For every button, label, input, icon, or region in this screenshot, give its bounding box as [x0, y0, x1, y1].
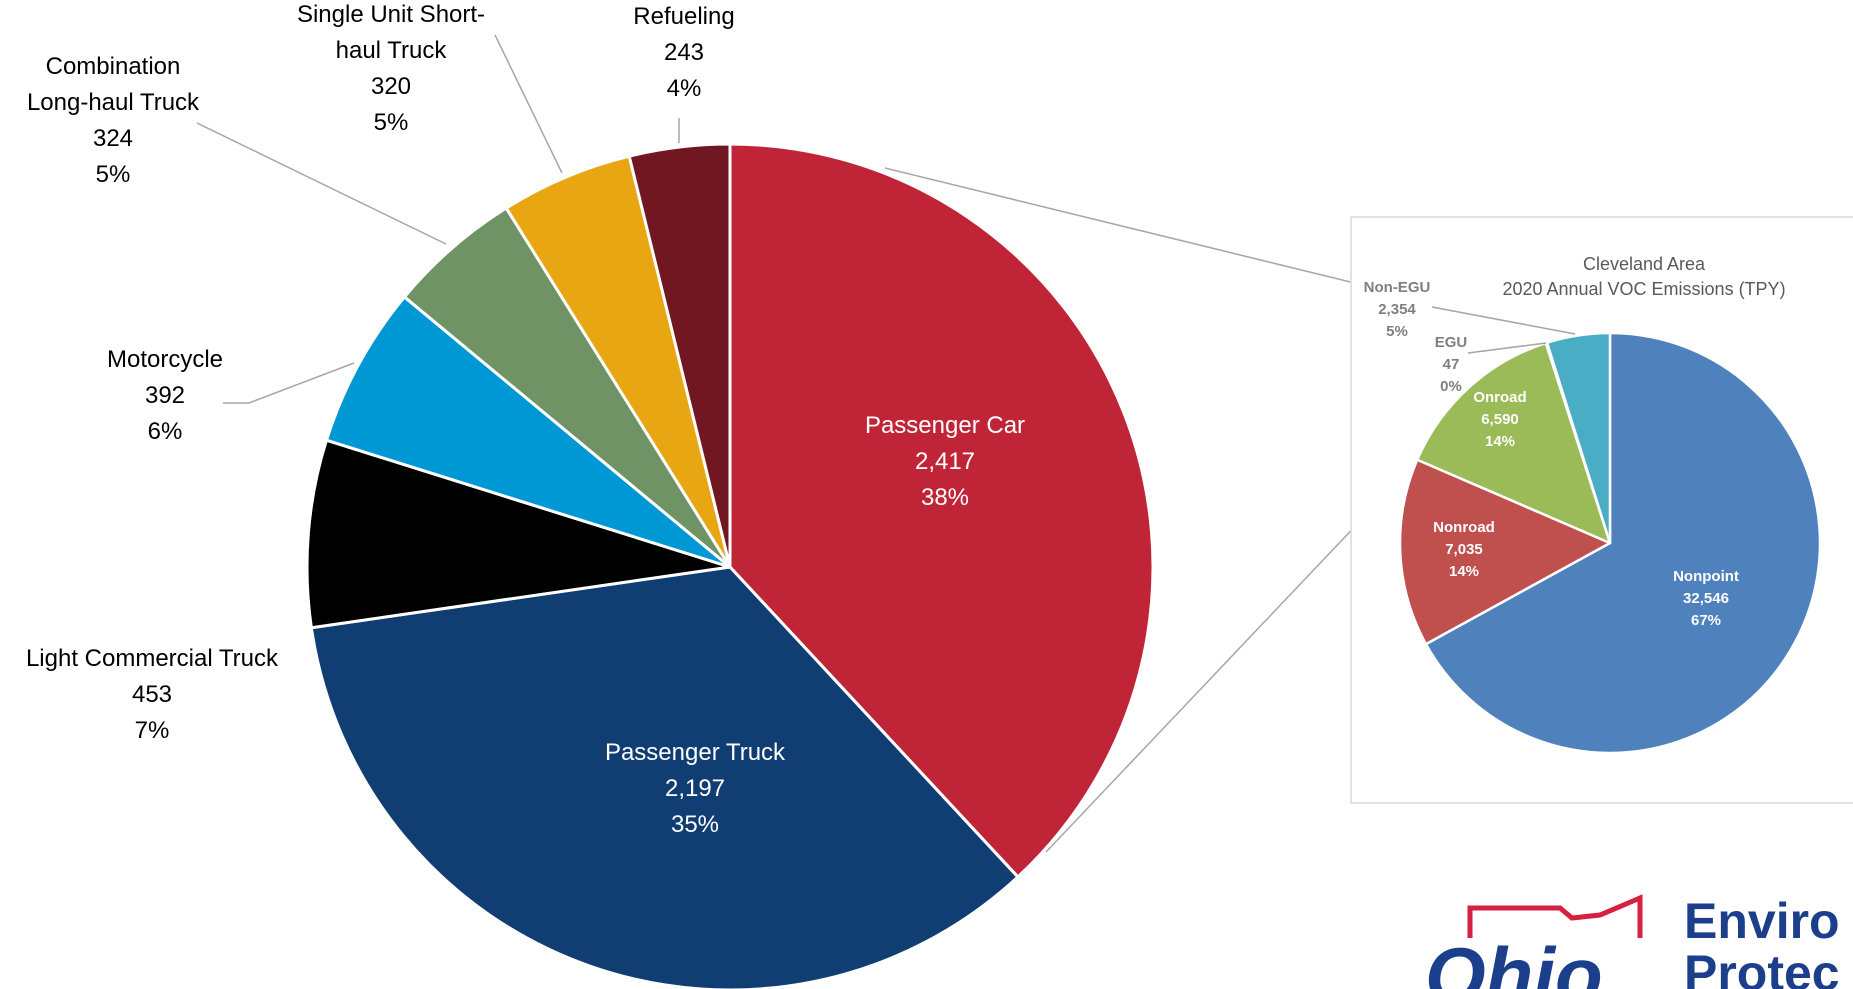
slice-value: 2,197 [665, 775, 725, 802]
inset-label-non-egu: Non-EGU 2,354 5% [1364, 279, 1431, 340]
main-label-refueling: Refueling 243 4% [633, 3, 734, 102]
main-label-light-commercial-truck: Light Commercial Truck 453 7% [26, 645, 279, 744]
slice-percent: 5% [374, 109, 409, 136]
slice-percent: 6% [148, 418, 183, 445]
slice-name: Passenger Truck [605, 739, 786, 766]
slice-value: 324 [93, 125, 133, 152]
slice-percent: 5% [96, 161, 131, 188]
slice-name: Motorcycle [107, 346, 223, 373]
slice-name: Nonpoint [1673, 568, 1739, 585]
slice-value: 2,417 [915, 448, 975, 475]
inset-slice-nonpoint [1424, 331, 1822, 755]
inset-label-nonroad: Nonroad 7,035 14% [1433, 519, 1495, 580]
slice-name: Combination [46, 53, 181, 80]
slice-value: 6,590 [1481, 411, 1519, 428]
main-label-single-unit-short-haul-truck: Single Unit Short-haul Truck 320 5% [297, 1, 485, 136]
main-slice-refueling [627, 142, 732, 569]
inset-chart-subtitle: 2020 Annual VOC Emissions (TPY) [1502, 279, 1785, 299]
main-label-passenger-truck: Passenger Truck 2,197 35% [605, 739, 786, 838]
slice-name: Light Commercial Truck [26, 645, 279, 672]
slice-percent: 67% [1691, 612, 1721, 629]
slice-percent: 14% [1485, 433, 1515, 450]
inset-chart-title: Cleveland Area [1583, 254, 1706, 274]
main-leader-single-unit-short-haul-truck [494, 34, 563, 174]
slice-value: 392 [145, 382, 185, 409]
main-label-combination-long-haul-truck: Combination Long-haul Truck 324 5% [27, 53, 200, 188]
slice-name: Non-EGU [1364, 279, 1431, 296]
inset-label-onroad: Onroad 6,590 14% [1473, 389, 1526, 450]
main-pie-labels: Passenger Car 2,417 38% Passenger Truck 2,19… [26, 1, 1025, 838]
slice-name: Single Unit Short- [297, 1, 485, 28]
slice-value: 7,035 [1445, 541, 1483, 558]
slice-percent: 0% [1440, 378, 1462, 395]
main-slice-light-commercial-truck [305, 438, 732, 630]
main-slice-motorcycle [324, 295, 732, 569]
main-leader-motorcycle [223, 362, 355, 404]
ohio-state-outline-icon [1467, 894, 1643, 938]
inset-pie [1398, 331, 1822, 755]
logo-text-line2: Protec [1684, 945, 1840, 989]
logo-ohio-script: Ohio [1425, 931, 1603, 989]
slice-percent: 5% [1386, 323, 1408, 340]
inset-leader-egu [1467, 342, 1547, 354]
slice-value: 320 [371, 73, 411, 100]
inset-leader-lines [1431, 306, 1576, 354]
main-label-passenger-car: Passenger Car 2,417 38% [865, 412, 1025, 511]
slice-value: 243 [664, 39, 704, 66]
slice-name: haul Truck [336, 37, 448, 64]
slice-percent: 38% [921, 484, 969, 511]
inset-leader-non-egu [1431, 306, 1576, 335]
slice-value: 453 [132, 681, 172, 708]
main-slice-passenger-truck [309, 565, 1020, 989]
ohio-epa-logo: Ohio Enviro Protec [1425, 893, 1840, 989]
slice-value: 2,354 [1378, 301, 1416, 318]
slice-name: Onroad [1473, 389, 1526, 406]
main-leader-combination-long-haul-truck [196, 122, 447, 245]
inset-slice-non-egu [1545, 331, 1612, 545]
slice-name: Long-haul Truck [27, 89, 200, 116]
inset-label-egu: EGU 47 0% [1435, 334, 1468, 395]
slice-value: 32,546 [1683, 590, 1729, 607]
slice-percent: 35% [671, 811, 719, 838]
slice-name: Nonroad [1433, 519, 1495, 536]
slice-percent: 4% [667, 75, 702, 102]
slice-percent: 14% [1449, 563, 1479, 580]
slice-percent: 7% [135, 717, 170, 744]
main-pie [305, 142, 1155, 989]
slice-name: Refueling [633, 3, 734, 30]
main-label-motorcycle: Motorcycle 392 6% [107, 346, 223, 445]
logo-text-line1: Enviro [1684, 893, 1840, 949]
inset-pie-labels: Nonpoint 32,546 67% Nonroad 7,035 14% Onroad 6,… [1364, 279, 1739, 629]
slice-name: Passenger Car [865, 412, 1025, 439]
slice-value: 47 [1443, 356, 1460, 373]
main-slice-passenger-car [728, 142, 1155, 879]
inset-slice-nonroad [1398, 458, 1612, 646]
main-leader-lines [196, 34, 680, 404]
slice-name: EGU [1435, 334, 1468, 351]
inset-label-nonpoint: Nonpoint 32,546 67% [1673, 568, 1739, 629]
